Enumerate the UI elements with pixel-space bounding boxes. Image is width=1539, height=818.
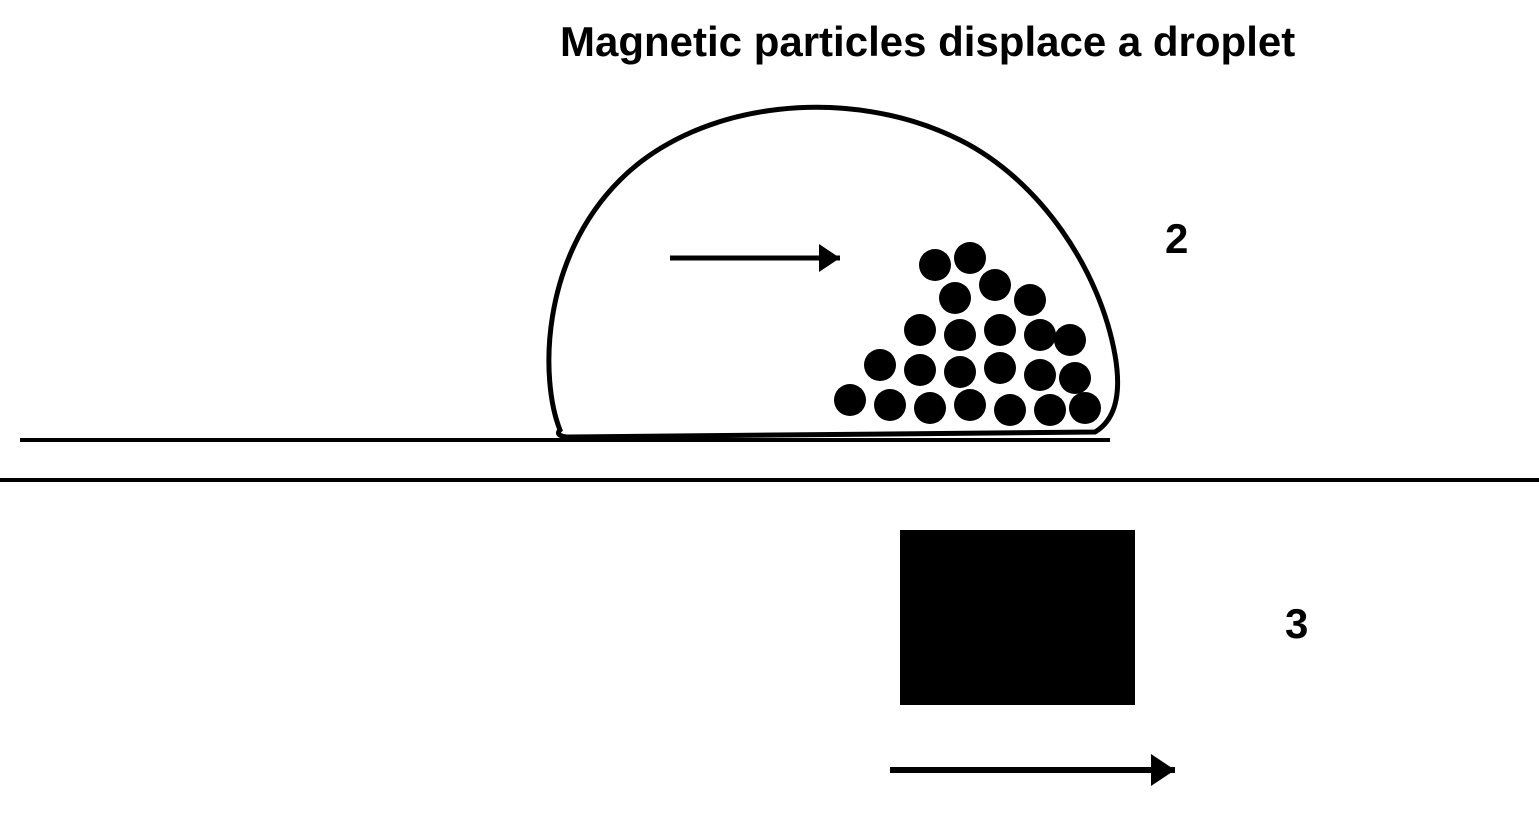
diagram-svg bbox=[0, 0, 1539, 818]
diagram-container: Magnetic particles displace a droplet 2 … bbox=[0, 0, 1539, 818]
